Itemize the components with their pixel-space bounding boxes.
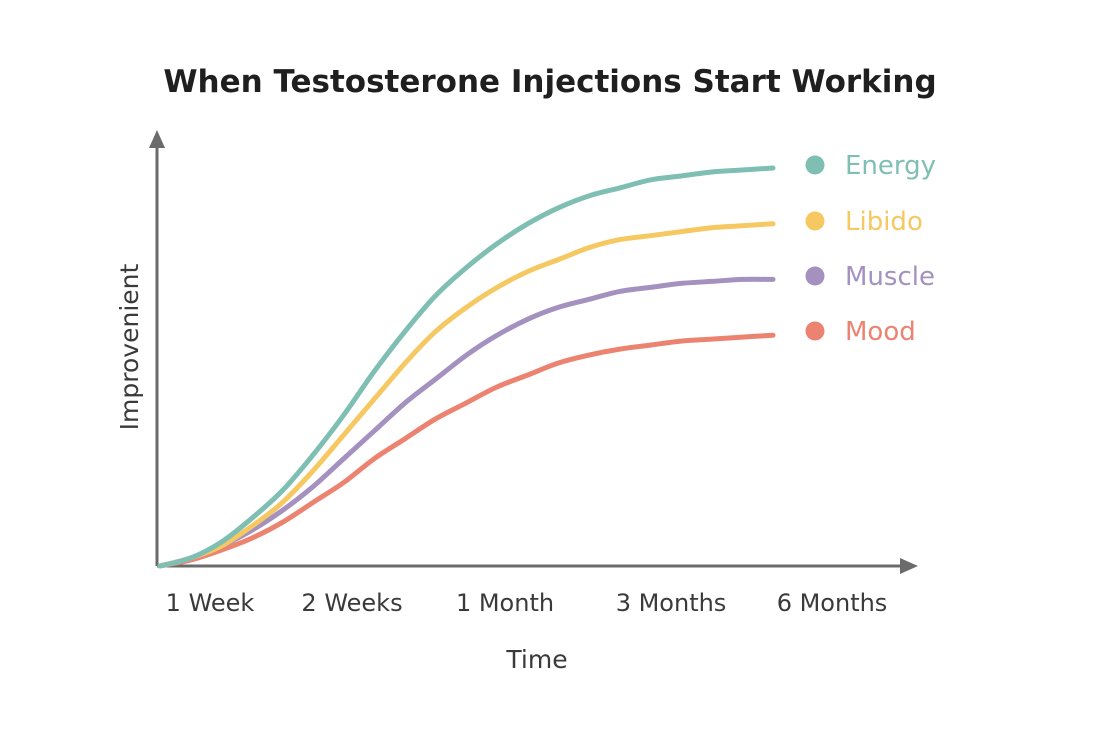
legend-label: Mood	[845, 317, 916, 347]
legend-label: Energy	[845, 151, 936, 181]
legend-marker	[805, 321, 825, 341]
legend-item-muscle: Muscle	[805, 262, 935, 292]
x-tick-label: 1 Month	[456, 589, 554, 617]
legend-item-libido: Libido	[805, 207, 923, 237]
y-axis-label: Improvenient	[115, 264, 144, 431]
legend: Energy Libido Muscle Mood	[805, 151, 936, 347]
legend-marker	[805, 155, 825, 175]
series-line-muscle	[157, 276, 776, 569]
axes	[149, 130, 918, 574]
chart-title: When Testosterone Injections Start Worki…	[163, 64, 936, 100]
legend-item-energy: Energy	[805, 151, 936, 181]
series-layer	[157, 165, 776, 569]
x-tick-label: 3 Months	[616, 589, 727, 617]
x-axis-arrow	[900, 558, 918, 574]
legend-marker	[805, 211, 825, 231]
legend-label: Muscle	[845, 262, 935, 292]
y-axis-arrow	[149, 130, 165, 148]
legend-marker	[805, 266, 825, 286]
x-tick-label: 1 Week	[166, 589, 255, 617]
x-tick-labels: 1 Week 2 Weeks 1 Month 3 Months 6 Months	[166, 589, 888, 617]
legend-label: Libido	[845, 207, 923, 237]
x-axis-label: Time	[505, 645, 567, 674]
x-tick-label: 6 Months	[777, 589, 888, 617]
series-line-libido	[157, 221, 776, 569]
legend-item-mood: Mood	[805, 317, 916, 347]
x-tick-label: 2 Weeks	[301, 589, 402, 617]
series-line-energy	[157, 165, 776, 569]
series-line-mood	[157, 332, 776, 569]
